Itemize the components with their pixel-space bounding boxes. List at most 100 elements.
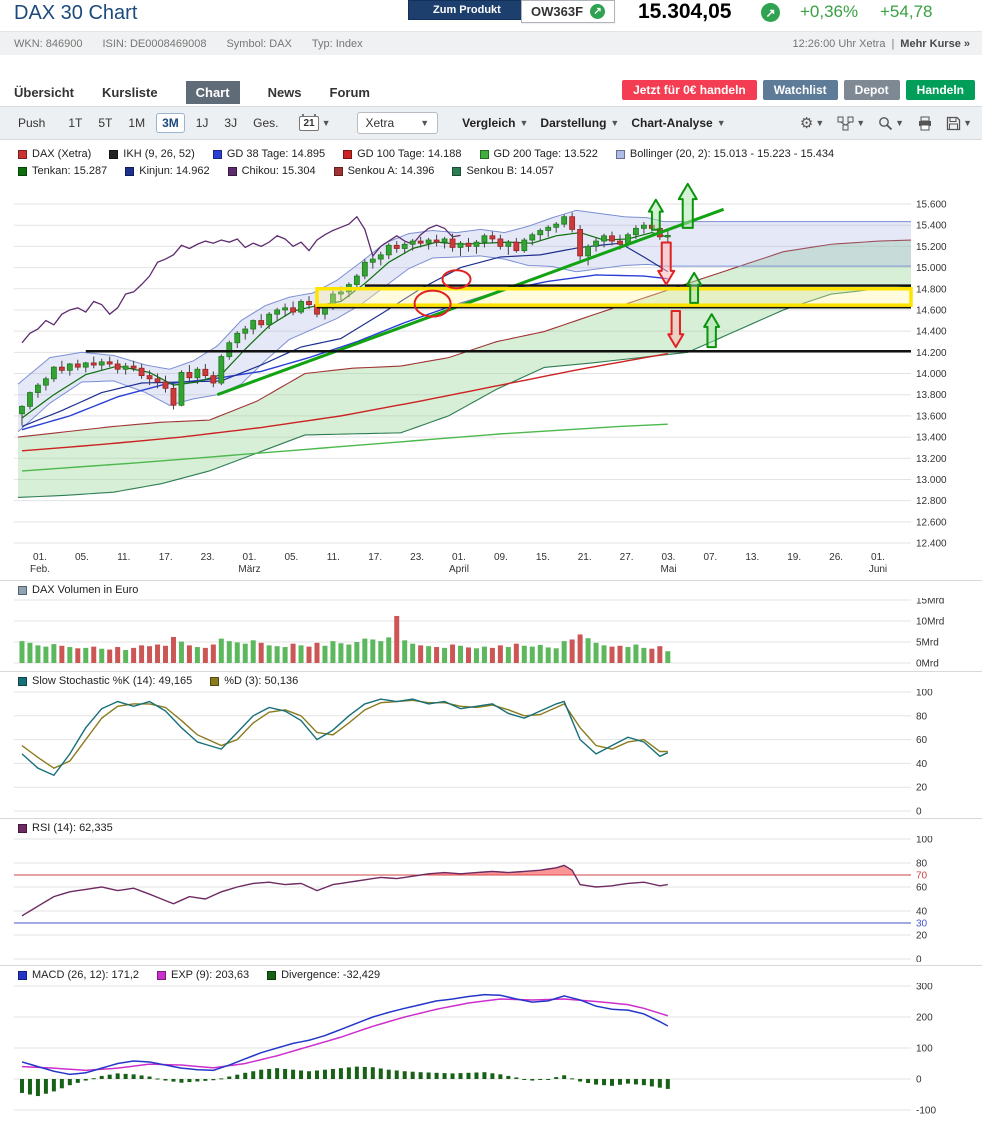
- zoom-icon[interactable]: ▼: [878, 116, 904, 131]
- spacer: [0, 55, 982, 79]
- product-code-box[interactable]: OW363F ↗: [521, 0, 616, 23]
- legend-label: Tenkan: 15.287: [32, 165, 108, 177]
- menu-label: Darstellung: [540, 116, 607, 130]
- range-1m[interactable]: 1M: [128, 116, 146, 130]
- legend-item-gd-200-tage: GD 200 Tage: 13.522: [479, 148, 598, 160]
- tab-news[interactable]: News: [267, 85, 302, 100]
- chart-legend-block: DAX (Xetra) IKH (9, 26, 52) GD 38 Tage: 14…: [0, 140, 982, 179]
- menu-chart-analyse[interactable]: Chart-Analyse ▼: [631, 116, 725, 130]
- action-jetzt-fur-0-handeln[interactable]: Jetzt für 0€ handeln: [622, 80, 757, 100]
- legend-swatch: [18, 585, 27, 595]
- action-handeln[interactable]: Handeln: [905, 80, 975, 100]
- menu-darstellung[interactable]: Darstellung ▼: [540, 116, 619, 130]
- tool-menus: Vergleich ▼ Darstellung ▼ Chart-Analyse ▼: [456, 116, 732, 130]
- svg-text:60: 60: [916, 883, 928, 894]
- trade-arrow-icon: ↗: [590, 4, 606, 19]
- indicators-icon[interactable]: ▼: [837, 116, 865, 131]
- svg-text:13.200: 13.200: [916, 454, 947, 465]
- meta-separator: |: [891, 37, 895, 50]
- volume-chart: 15Mrd 10Mrd 5Mrd 0Mrd: [14, 598, 944, 668]
- chevron-down-icon: ▼: [420, 118, 430, 128]
- svg-text:01.: 01.: [452, 552, 466, 563]
- product-code: OW363F: [531, 4, 584, 19]
- svg-text:20: 20: [916, 931, 928, 942]
- legend-swatch: [125, 166, 135, 176]
- legend-item-ikh-9-26-52: IKH (9, 26, 52): [109, 148, 195, 160]
- legend-label: EXP (9): 203,63: [171, 969, 250, 981]
- chevron-down-icon: ▼: [610, 118, 620, 128]
- action-depot[interactable]: Depot: [843, 80, 900, 100]
- main-price-chart[interactable]: 15.600 15.400 15.200 15.000 14.800 14.600 14.4…: [0, 179, 982, 577]
- action-watchlist[interactable]: Watchlist: [762, 80, 838, 100]
- svg-text:12.600: 12.600: [916, 517, 947, 528]
- stochastic-chart: 100 80 60 40 20 0: [14, 689, 933, 815]
- svg-text:14.400: 14.400: [916, 327, 947, 338]
- range-ges[interactable]: Ges.: [253, 116, 279, 130]
- range-1t[interactable]: 1T: [68, 116, 83, 130]
- quote-time: 12:26:00 Uhr Xetra: [792, 37, 886, 50]
- legend-item-dax-xetra: DAX (Xetra): [18, 148, 91, 160]
- legend-swatch: [157, 970, 166, 980]
- tab-ubersicht[interactable]: Übersicht: [14, 85, 74, 100]
- svg-text:April: April: [449, 564, 469, 575]
- svg-text:80: 80: [916, 711, 928, 722]
- legend-label: IKH (9, 26, 52): [123, 148, 195, 160]
- menu-vergleich[interactable]: Vergleich ▼: [462, 116, 528, 130]
- range-5t[interactable]: 5T: [98, 116, 113, 130]
- nav-actions: Jetzt für 0€ handeln Watchlist Depot Handel…: [622, 80, 975, 100]
- legend-item-macd-26-12: MACD (26, 12): 171,2: [18, 969, 139, 981]
- legend-label: GD 100 Tage: 14.188: [357, 148, 462, 160]
- settings-gear-icon[interactable]: ⚙ ▼: [799, 115, 825, 132]
- legend-item-divergence: Divergence: -32,429: [267, 969, 380, 981]
- svg-text:13.400: 13.400: [916, 433, 947, 444]
- print-icon[interactable]: [917, 116, 933, 131]
- product-button[interactable]: Zum Produkt: [408, 0, 526, 20]
- tab-kursliste[interactable]: Kursliste: [101, 85, 158, 100]
- legend-swatch: [109, 149, 119, 159]
- change-percent: +0,36%: [800, 2, 859, 21]
- legend-swatch: [210, 676, 220, 686]
- svg-text:19.: 19.: [787, 552, 801, 563]
- legend-swatch: [267, 970, 277, 980]
- range-3j[interactable]: 3J: [224, 116, 238, 130]
- legend-label: RSI (14): 62,335: [32, 822, 113, 834]
- legend-swatch: [452, 166, 462, 176]
- legend-label: MACD (26, 12): 171,2: [32, 969, 139, 981]
- calendar-picker[interactable]: 21 ▼: [299, 113, 331, 131]
- svg-text:17.: 17.: [368, 552, 382, 563]
- tab-chart[interactable]: Chart: [185, 81, 240, 104]
- calendar-icon: 21: [299, 113, 319, 131]
- svg-text:26.: 26.: [829, 552, 843, 563]
- svg-text:11.: 11.: [327, 552, 340, 563]
- svg-text:März: März: [238, 564, 260, 575]
- exchange-select[interactable]: Xetra ▼: [356, 112, 439, 134]
- legend-row-ichimoku: Tenkan: 15.287 Kinjun: 14.962 Chikou: 15.3…: [0, 162, 982, 179]
- svg-text:10Mrd: 10Mrd: [916, 617, 944, 628]
- exchange-value: Xetra: [365, 116, 395, 130]
- svg-text:40: 40: [916, 907, 928, 918]
- chevron-down-icon: ▼: [716, 118, 726, 128]
- menu-label: Chart-Analyse: [631, 116, 713, 130]
- legend-label: GD 38 Tage: 14.895: [226, 148, 326, 160]
- meta-item-2: Symbol: DAX: [226, 37, 292, 50]
- svg-text:14.000: 14.000: [916, 369, 947, 380]
- save-icon[interactable]: ▼: [946, 116, 972, 131]
- svg-text:15.400: 15.400: [916, 221, 947, 232]
- legend-swatch: [479, 149, 489, 159]
- meta-item-1: ISIN: DE0008469008: [102, 37, 207, 50]
- svg-text:80: 80: [916, 859, 928, 870]
- legend-swatch: [18, 149, 27, 159]
- macd-chart: 300 200 100 0 -100: [14, 983, 936, 1114]
- more-quotes-link[interactable]: Mehr Kurse »: [900, 37, 970, 50]
- push-toggle[interactable]: Push: [18, 116, 46, 130]
- legend-row-volume: DAX Volumen in Euro: [0, 580, 982, 598]
- legend-item-tenkan: Tenkan: 15.287: [18, 165, 107, 177]
- range-3m[interactable]: 3M: [156, 113, 185, 133]
- svg-text:5Mrd: 5Mrd: [916, 638, 939, 649]
- tab-forum[interactable]: Forum: [329, 85, 370, 100]
- range-1j[interactable]: 1J: [195, 116, 209, 130]
- legend-label: Chikou: 15.304: [241, 165, 316, 177]
- svg-text:11.: 11.: [117, 552, 130, 563]
